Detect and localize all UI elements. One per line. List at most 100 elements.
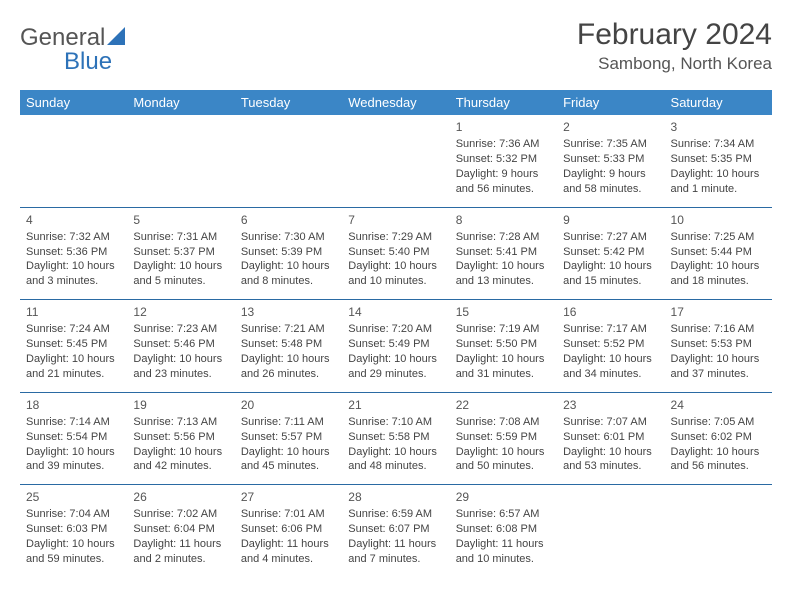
- sunset-line: Sunset: 6:06 PM: [241, 522, 336, 537]
- sunrise-line: Sunrise: 7:11 AM: [241, 415, 336, 430]
- sunrise-line: Sunrise: 7:36 AM: [456, 137, 551, 152]
- day-number: 25: [26, 489, 121, 505]
- sunrise-line: Sunrise: 6:57 AM: [456, 507, 551, 522]
- calendar-cell: 28Sunrise: 6:59 AMSunset: 6:07 PMDayligh…: [342, 485, 449, 577]
- daylight-line: Daylight: 11 hours and 10 minutes.: [456, 537, 551, 567]
- daylight-line: Daylight: 10 hours and 50 minutes.: [456, 445, 551, 475]
- calendar-cell: 18Sunrise: 7:14 AMSunset: 5:54 PMDayligh…: [20, 392, 127, 485]
- calendar-cell-empty: [342, 115, 449, 207]
- daylight-line: Daylight: 10 hours and 1 minute.: [671, 167, 766, 197]
- day-number: 9: [563, 212, 658, 228]
- daylight-line: Daylight: 10 hours and 5 minutes.: [133, 259, 228, 289]
- sunrise-line: Sunrise: 7:02 AM: [133, 507, 228, 522]
- sunrise-line: Sunrise: 7:13 AM: [133, 415, 228, 430]
- calendar-cell-empty: [235, 115, 342, 207]
- daylight-line: Daylight: 10 hours and 10 minutes.: [348, 259, 443, 289]
- daylight-line: Daylight: 9 hours and 58 minutes.: [563, 167, 658, 197]
- day-number: 5: [133, 212, 228, 228]
- sunset-line: Sunset: 5:45 PM: [26, 337, 121, 352]
- daylight-line: Daylight: 10 hours and 8 minutes.: [241, 259, 336, 289]
- day-number: 17: [671, 304, 766, 320]
- weekday-header: Sunday: [20, 90, 127, 115]
- day-number: 6: [241, 212, 336, 228]
- day-number: 20: [241, 397, 336, 413]
- day-number: 10: [671, 212, 766, 228]
- day-number: 4: [26, 212, 121, 228]
- sunrise-line: Sunrise: 7:16 AM: [671, 322, 766, 337]
- daylight-line: Daylight: 10 hours and 59 minutes.: [26, 537, 121, 567]
- calendar-cell: 11Sunrise: 7:24 AMSunset: 5:45 PMDayligh…: [20, 300, 127, 393]
- title-block: February 2024 Sambong, North Korea: [577, 18, 772, 74]
- sunrise-line: Sunrise: 7:21 AM: [241, 322, 336, 337]
- calendar-cell: 6Sunrise: 7:30 AMSunset: 5:39 PMDaylight…: [235, 207, 342, 300]
- weekday-header: Thursday: [450, 90, 557, 115]
- calendar-cell: 27Sunrise: 7:01 AMSunset: 6:06 PMDayligh…: [235, 485, 342, 577]
- sunset-line: Sunset: 5:50 PM: [456, 337, 551, 352]
- calendar-cell: 1Sunrise: 7:36 AMSunset: 5:32 PMDaylight…: [450, 115, 557, 207]
- daylight-line: Daylight: 10 hours and 56 minutes.: [671, 445, 766, 475]
- sunset-line: Sunset: 5:32 PM: [456, 152, 551, 167]
- sunrise-line: Sunrise: 7:34 AM: [671, 137, 766, 152]
- sunrise-line: Sunrise: 7:25 AM: [671, 230, 766, 245]
- sunset-line: Sunset: 6:02 PM: [671, 430, 766, 445]
- calendar-cell: 3Sunrise: 7:34 AMSunset: 5:35 PMDaylight…: [665, 115, 772, 207]
- weekday-header: Saturday: [665, 90, 772, 115]
- sunset-line: Sunset: 5:58 PM: [348, 430, 443, 445]
- sunset-line: Sunset: 6:03 PM: [26, 522, 121, 537]
- header: GeneralBlue February 2024 Sambong, North…: [20, 18, 772, 76]
- daylight-line: Daylight: 10 hours and 13 minutes.: [456, 259, 551, 289]
- sunset-line: Sunset: 5:48 PM: [241, 337, 336, 352]
- calendar-cell: 7Sunrise: 7:29 AMSunset: 5:40 PMDaylight…: [342, 207, 449, 300]
- calendar-cell: 10Sunrise: 7:25 AMSunset: 5:44 PMDayligh…: [665, 207, 772, 300]
- calendar-cell: 25 Sunrise: 7:04 AMSunset: 6:03 PMDayligh…: [20, 485, 127, 577]
- daylight-line: Daylight: 10 hours and 18 minutes.: [671, 259, 766, 289]
- daylight-line: Daylight: 10 hours and 26 minutes.: [241, 352, 336, 382]
- daylight-line: Daylight: 11 hours and 7 minutes.: [348, 537, 443, 567]
- sunrise-line: Sunrise: 7:04 AM: [26, 507, 121, 522]
- daylight-line: Daylight: 10 hours and 21 minutes.: [26, 352, 121, 382]
- sunset-line: Sunset: 5:46 PM: [133, 337, 228, 352]
- sunset-line: Sunset: 5:53 PM: [671, 337, 766, 352]
- day-number: 15: [456, 304, 551, 320]
- daylight-line: Daylight: 10 hours and 39 minutes.: [26, 445, 121, 475]
- calendar-cell: 21Sunrise: 7:10 AMSunset: 5:58 PMDayligh…: [342, 392, 449, 485]
- sunrise-line: Sunrise: 7:14 AM: [26, 415, 121, 430]
- sunrise-line: Sunrise: 7:31 AM: [133, 230, 228, 245]
- sunrise-line: Sunrise: 7:23 AM: [133, 322, 228, 337]
- month-title: February 2024: [577, 18, 772, 52]
- day-number: 24: [671, 397, 766, 413]
- logo-text-b: Blue: [20, 48, 127, 76]
- sunset-line: Sunset: 5:52 PM: [563, 337, 658, 352]
- sunset-line: Sunset: 5:57 PM: [241, 430, 336, 445]
- sunrise-line: Sunrise: 7:24 AM: [26, 322, 121, 337]
- sunset-line: Sunset: 5:42 PM: [563, 245, 658, 260]
- sunset-line: Sunset: 6:08 PM: [456, 522, 551, 537]
- sunset-line: Sunset: 5:40 PM: [348, 245, 443, 260]
- daylight-line: Daylight: 10 hours and 31 minutes.: [456, 352, 551, 382]
- day-number: 27: [241, 489, 336, 505]
- day-number: 8: [456, 212, 551, 228]
- sunrise-line: Sunrise: 7:27 AM: [563, 230, 658, 245]
- sunrise-line: Sunrise: 7:29 AM: [348, 230, 443, 245]
- daylight-line: Daylight: 9 hours and 56 minutes.: [456, 167, 551, 197]
- day-number: 14: [348, 304, 443, 320]
- daylight-line: Daylight: 10 hours and 3 minutes.: [26, 259, 121, 289]
- day-number: 23: [563, 397, 658, 413]
- sunrise-line: Sunrise: 7:19 AM: [456, 322, 551, 337]
- daylight-line: Daylight: 10 hours and 45 minutes.: [241, 445, 336, 475]
- calendar-cell: 23Sunrise: 7:07 AMSunset: 6:01 PMDayligh…: [557, 392, 664, 485]
- logo: GeneralBlue: [20, 18, 127, 76]
- calendar-cell: 29 Sunrise: 6:57 AMSunset: 6:08 PMDayligh…: [450, 485, 557, 577]
- calendar-cell: 8Sunrise: 7:28 AMSunset: 5:41 PMDaylight…: [450, 207, 557, 300]
- sunrise-line: Sunrise: 7:07 AM: [563, 415, 658, 430]
- calendar-head: SundayMondayTuesdayWednesdayThursdayFrid…: [20, 90, 772, 115]
- sunset-line: Sunset: 5:59 PM: [456, 430, 551, 445]
- sunrise-line: Sunrise: 7:28 AM: [456, 230, 551, 245]
- sunset-line: Sunset: 5:36 PM: [26, 245, 121, 260]
- day-number: 16: [563, 304, 658, 320]
- day-number: 29: [456, 489, 551, 505]
- sunset-line: Sunset: 5:39 PM: [241, 245, 336, 260]
- sunset-line: Sunset: 5:56 PM: [133, 430, 228, 445]
- daylight-line: Daylight: 10 hours and 15 minutes.: [563, 259, 658, 289]
- daylight-line: Daylight: 10 hours and 34 minutes.: [563, 352, 658, 382]
